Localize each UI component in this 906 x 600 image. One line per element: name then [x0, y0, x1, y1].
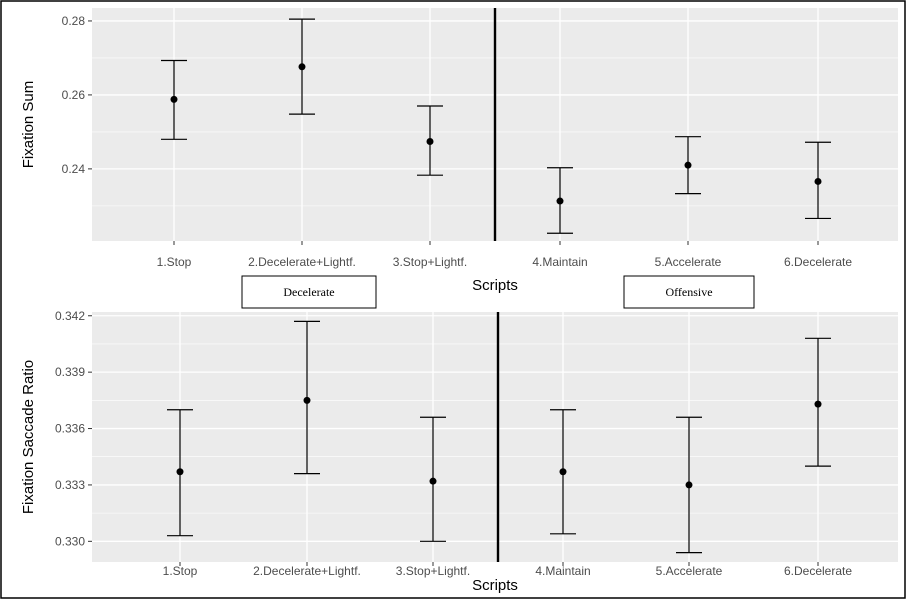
error-bar: [167, 409, 193, 537]
mean-point: [429, 477, 437, 485]
x-tick-label: 3.Stop+Lightf.: [396, 564, 470, 578]
x-tick-label: 1.Stop: [163, 564, 198, 578]
plot-background: [92, 312, 898, 562]
group-label-offensive-box: Offensive: [623, 275, 755, 309]
error-bar: [420, 416, 446, 542]
y-tick-label: 0.330: [55, 534, 85, 548]
y-axis-title: Fixation Sum: [20, 81, 37, 169]
fixation-sum-panel: 0.24 0.26 0.28 1.Stop 2.Decelerate+Lightf. 3.…: [20, 8, 898, 294]
error-bar: [550, 409, 576, 535]
error-bar: [417, 105, 443, 176]
mean-point: [685, 481, 693, 489]
x-tick-label: 5.Accelerate: [655, 255, 722, 269]
error-bar: [547, 167, 573, 234]
x-tick-label: 5.Accelerate: [656, 564, 723, 578]
mean-point: [814, 400, 822, 408]
error-bar: [294, 320, 320, 475]
y-tick-label: 0.336: [55, 422, 85, 436]
x-tick-label: 6.Decelerate: [784, 564, 852, 578]
mean-point: [559, 468, 567, 476]
mean-point: [426, 138, 434, 146]
error-bar: [676, 416, 702, 554]
mean-point: [814, 177, 822, 185]
y-tick-label: 0.28: [62, 14, 86, 28]
x-tick-label: 4.Maintain: [535, 564, 590, 578]
x-tick-label: 2.Decelerate+Lightf.: [253, 564, 361, 578]
mean-point: [176, 468, 184, 476]
y-tick-label: 0.26: [62, 88, 86, 102]
group-label-decelerate: Decelerate: [283, 285, 334, 299]
group-label-offensive: Offensive: [665, 285, 712, 299]
y-axis-title: Fixation Saccade Ratio: [20, 360, 37, 514]
error-bar: [805, 141, 831, 220]
mean-point: [684, 161, 692, 169]
x-tick-label: 3.Stop+Lightf.: [393, 255, 467, 269]
error-bar: [289, 18, 315, 115]
y-tick-label: 0.339: [55, 365, 85, 379]
mean-point: [298, 63, 306, 71]
x-tick-label: 2.Decelerate+Lightf.: [248, 255, 356, 269]
x-tick-label: 4.Maintain: [532, 255, 587, 269]
group-label-decelerate-box: Decelerate: [241, 275, 377, 309]
y-tick-label: 0.333: [55, 478, 85, 492]
y-tick-label: 0.342: [55, 309, 85, 323]
mean-point: [303, 396, 311, 404]
mean-point: [556, 197, 564, 205]
error-bar: [675, 136, 701, 195]
y-tick-label: 0.24: [62, 162, 86, 176]
x-tick-label: 6.Decelerate: [784, 255, 852, 269]
mean-point: [170, 95, 178, 103]
x-axis-title: Scripts: [472, 277, 518, 294]
x-tick-label: 1.Stop: [157, 255, 192, 269]
error-bar: [805, 337, 831, 467]
error-bar: [161, 59, 187, 140]
fixation-saccade-ratio-panel: 0.330 0.333 0.336 0.339 0.342 1.Stop 2.Deceler…: [20, 309, 898, 594]
x-axis-title: Scripts: [472, 577, 518, 594]
